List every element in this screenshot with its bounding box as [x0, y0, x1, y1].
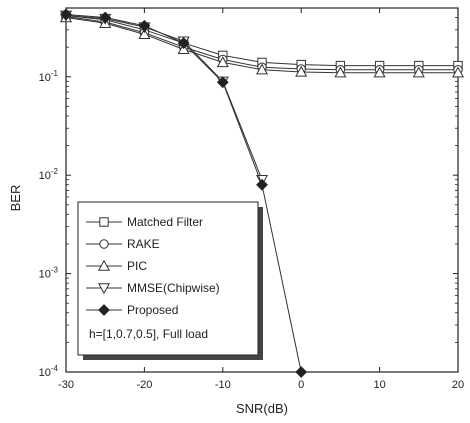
data-point: [60, 8, 72, 21]
legend-label: Matched Filter: [127, 215, 203, 229]
x-tick-label: 10: [373, 379, 385, 391]
data-point: [295, 366, 308, 378]
legend-marker: [99, 217, 109, 227]
legend-label: RAKE: [127, 237, 160, 251]
data-point: [334, 66, 347, 78]
y-tick-label: 10-1: [39, 69, 59, 84]
data-point: [451, 66, 465, 78]
data-point: [256, 178, 268, 191]
x-axis-title: SNR(dB): [236, 401, 288, 416]
x-tick-label: -30: [58, 379, 74, 391]
legend: Matched Filter RAKE PIC MMSE(Chipwise) Propo…: [77, 201, 263, 360]
data-point: [295, 65, 308, 77]
axis-ticks: -30 -20 -10 0 10 20 10-4 10-3 10-2 10-1: [39, 7, 464, 391]
x-tick-label: -20: [136, 379, 152, 391]
legend-label: MMSE(Chipwise): [127, 281, 220, 295]
y-axis-title: BER: [8, 185, 23, 212]
x-tick-label: 20: [452, 379, 464, 391]
data-point: [255, 63, 269, 75]
legend-entry: PIC: [86, 259, 147, 273]
legend-marker: [99, 239, 109, 249]
x-tick-label: -10: [215, 379, 231, 391]
data-point: [177, 37, 190, 49]
data-point: [138, 19, 151, 32]
legend-entry: Proposed: [86, 303, 178, 317]
legend-label: PIC: [127, 259, 147, 273]
legend-marker: [97, 259, 111, 271]
data-point: [216, 56, 229, 68]
data-point: [412, 66, 425, 78]
legend-marker: [97, 283, 111, 295]
legend-box: [77, 201, 259, 356]
series-layer: [59, 8, 465, 378]
legend-entries: Matched Filter RAKE PIC MMSE(Chipwise) Propo…: [86, 215, 220, 317]
legend-entry: RAKE: [86, 237, 160, 251]
data-point: [138, 28, 151, 40]
y-tick-label: 10-3: [39, 266, 59, 281]
y-tick-label: 10-2: [39, 167, 59, 182]
legend-entry: Matched Filter: [86, 215, 203, 229]
data-point: [99, 11, 112, 24]
series-diamond-filled: [60, 8, 308, 378]
y-tick-label: 10-4: [39, 364, 59, 379]
data-point: [216, 76, 229, 89]
x-tick-label: 0: [298, 379, 304, 391]
legend-label: Proposed: [127, 303, 178, 317]
legend-note: h=[1,0.7,0.5], Full load: [89, 327, 208, 341]
data-point: [373, 66, 386, 78]
legend-marker: [98, 304, 110, 316]
legend-entry: MMSE(Chipwise): [86, 281, 220, 295]
